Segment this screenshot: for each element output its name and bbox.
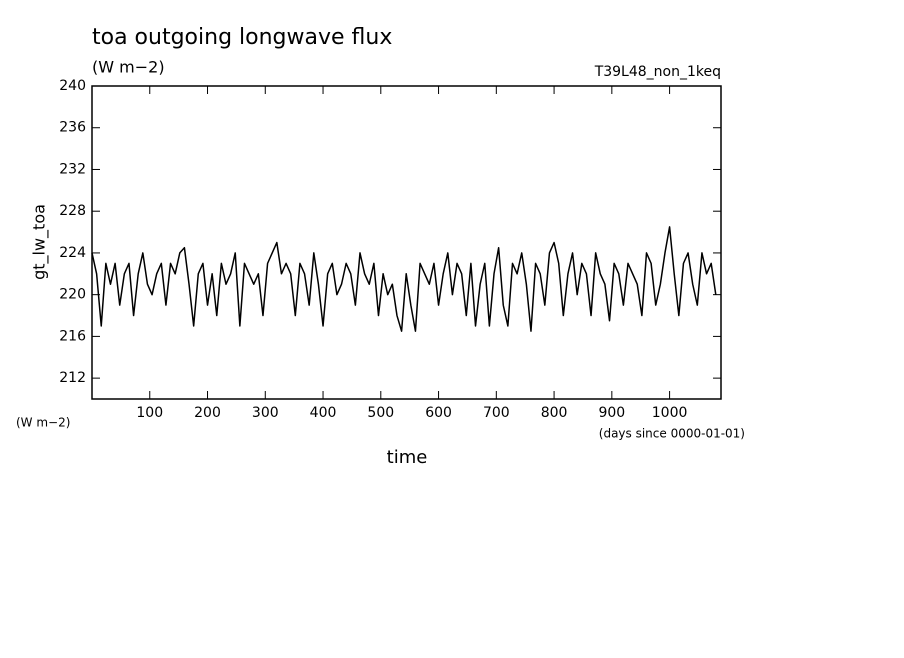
x-tick-label: 800 bbox=[541, 405, 568, 421]
x-tick-label: 400 bbox=[310, 405, 337, 421]
x-tick-label: 900 bbox=[598, 405, 625, 421]
chart-title: toa outgoing longwave flux bbox=[92, 25, 392, 50]
experiment-label: T39L48_non_1keq bbox=[594, 64, 721, 80]
x-tick-label: 300 bbox=[252, 405, 279, 421]
y-tick-label: 232 bbox=[59, 161, 86, 177]
plot-frame bbox=[91, 85, 722, 400]
x-tick-label: 500 bbox=[367, 405, 394, 421]
y-tick-label: 216 bbox=[59, 328, 86, 344]
y-units: (W m−2) bbox=[16, 416, 70, 430]
y-tick-label: 224 bbox=[59, 245, 86, 261]
data-line bbox=[91, 226, 717, 332]
y-tick-label: 240 bbox=[59, 78, 86, 94]
x-tick-label: 100 bbox=[136, 405, 163, 421]
x-axis-label: time bbox=[387, 447, 428, 468]
units: (W m−2) bbox=[92, 58, 165, 77]
y-tick-label: 212 bbox=[59, 370, 86, 386]
x-tick-label: 1000 bbox=[652, 405, 688, 421]
y-axis-label: gt_lw_toa bbox=[30, 204, 50, 280]
y-tick-label: 228 bbox=[59, 203, 86, 219]
y-tick-label: 220 bbox=[59, 287, 86, 303]
x-tick-label: 700 bbox=[483, 405, 510, 421]
y-tick-label: 236 bbox=[59, 120, 86, 136]
x-tick-label: 200 bbox=[194, 405, 221, 421]
x-units: (days since 0000-01-01) bbox=[599, 427, 745, 441]
x-tick-label: 600 bbox=[425, 405, 452, 421]
